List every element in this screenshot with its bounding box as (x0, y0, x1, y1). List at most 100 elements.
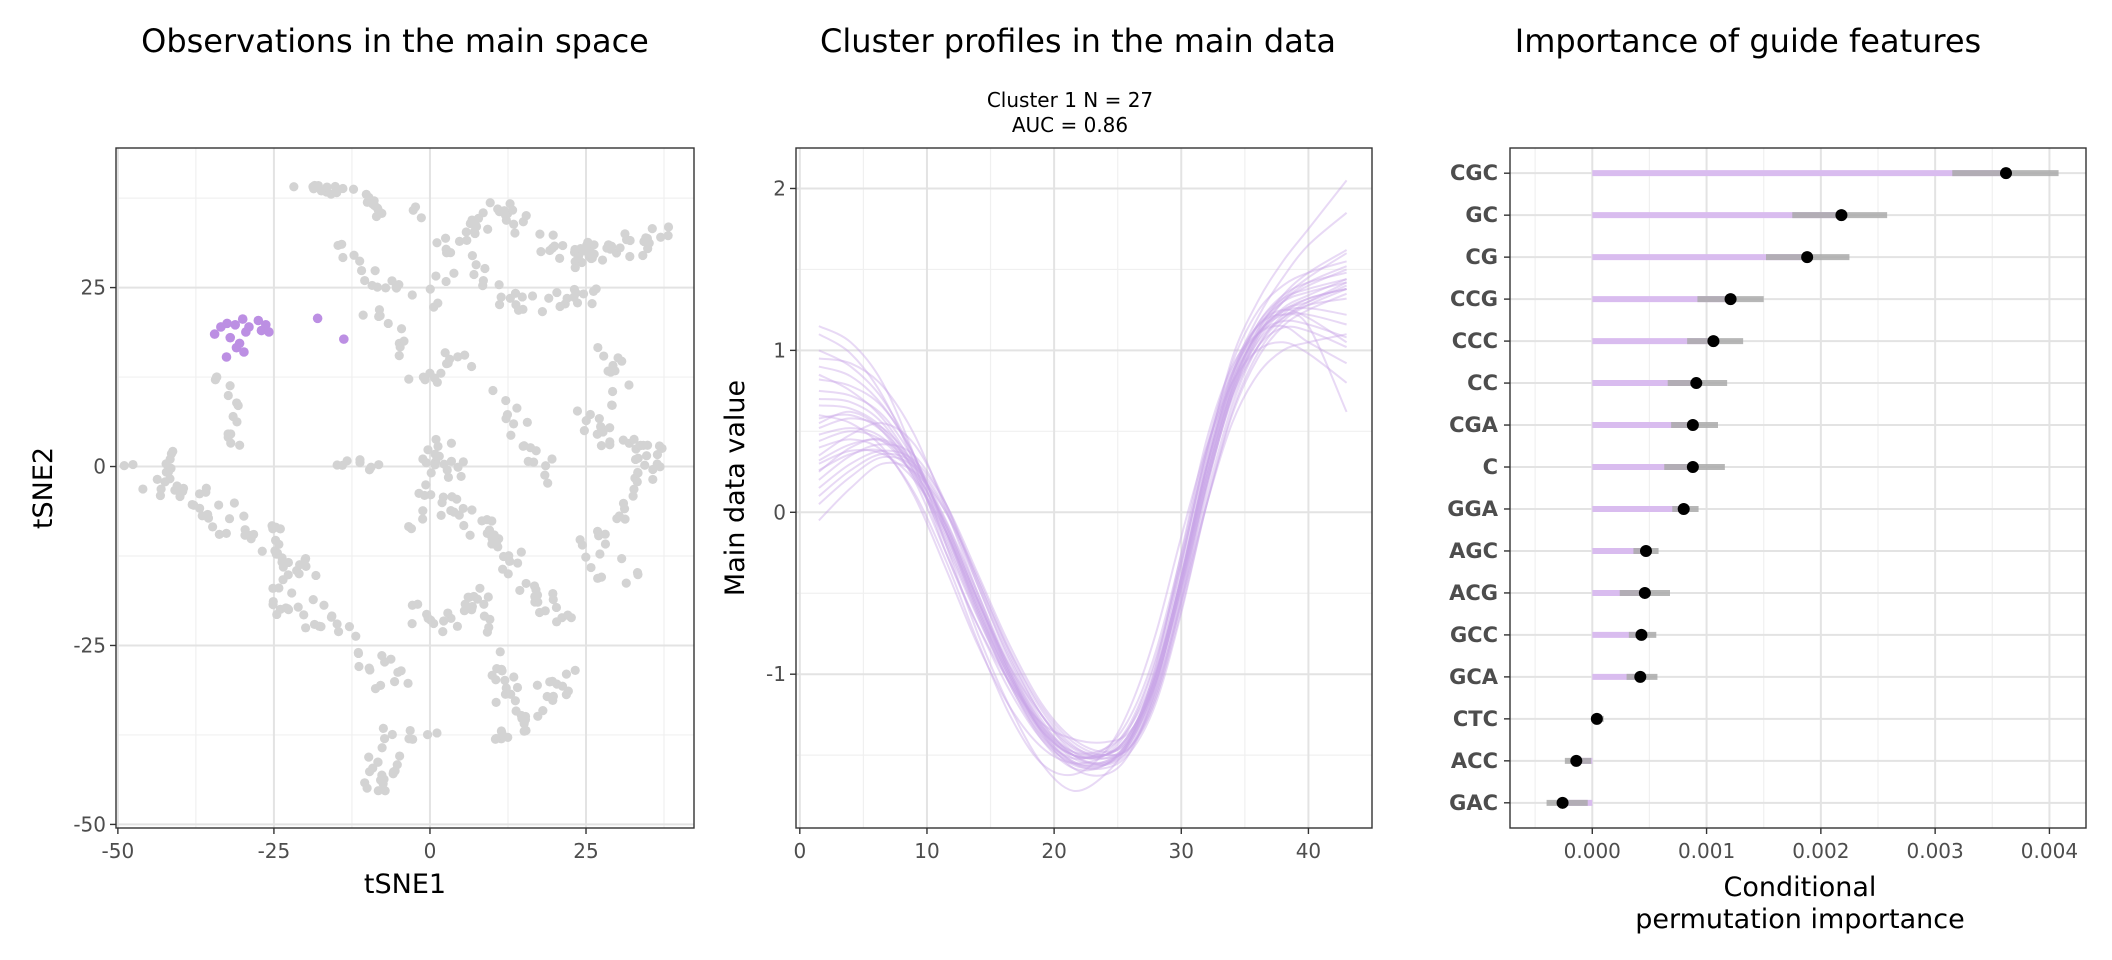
observation-point (156, 484, 166, 494)
observation-point (515, 585, 525, 596)
observation-point (152, 474, 162, 484)
observation-point (332, 460, 342, 470)
observation-point (447, 492, 457, 502)
x-tick-label: 10 (914, 839, 939, 863)
observation-point (431, 271, 441, 281)
observation-point (195, 503, 205, 513)
scatter-x-ticks: -50 -25 0 25 (102, 828, 599, 863)
observation-point (388, 767, 399, 777)
observation-point (575, 535, 585, 545)
observation-point (487, 516, 497, 526)
observation-point (226, 438, 236, 448)
observation-point (223, 390, 233, 401)
observation-point (379, 734, 390, 744)
observation-point (505, 199, 515, 209)
observation-point (600, 539, 611, 549)
observation-point (429, 302, 439, 312)
profiles-subtitle-line-1: Cluster 1 N = 27 (987, 88, 1153, 112)
profiles-lines (818, 179, 1348, 793)
observation-point (591, 284, 601, 294)
observation-point (393, 667, 403, 677)
observation-point (395, 342, 405, 352)
feature-label: CGA (1449, 413, 1499, 437)
observation-point (466, 361, 477, 372)
observation-point (461, 227, 471, 237)
observation-point (452, 621, 463, 631)
observation-point (638, 250, 648, 261)
x-tick-label: 0.004 (2021, 839, 2078, 863)
profile-line (818, 284, 1347, 777)
importance-point (1634, 670, 1647, 683)
profile-line (818, 278, 1347, 770)
observation-point (548, 695, 558, 706)
scatter-x-axis-title: tSNE1 (364, 869, 446, 900)
scatter-title: Observations in the main space (141, 22, 649, 60)
observation-point (277, 557, 287, 567)
observation-point (349, 250, 359, 260)
observation-point (314, 621, 324, 631)
observation-point (506, 430, 516, 440)
observation-point (214, 500, 224, 510)
cluster-point (221, 352, 232, 362)
importance-point (1707, 335, 1720, 348)
observation-point (629, 434, 639, 444)
observation-point (603, 240, 614, 250)
observation-point (513, 305, 524, 315)
observation-point (223, 429, 233, 439)
observation-point (603, 366, 613, 376)
observation-point (381, 283, 391, 293)
observation-point (119, 461, 129, 471)
observation-point (492, 664, 502, 674)
observation-point (506, 689, 516, 699)
observation-point (593, 342, 603, 353)
observation-point (441, 276, 451, 287)
observation-point (235, 440, 245, 450)
observation-point (383, 318, 393, 329)
observation-point (423, 613, 433, 624)
observation-point (532, 680, 542, 690)
observation-point (465, 530, 475, 540)
observation-point (617, 356, 627, 366)
observation-point (407, 618, 417, 629)
observation-point (373, 786, 383, 796)
observation-point (648, 474, 658, 485)
observation-point (495, 647, 505, 657)
profile-line (818, 324, 1348, 793)
observation-point (278, 575, 288, 585)
importance-plot-background (1510, 148, 2086, 828)
profile-line (818, 341, 1348, 777)
observation-point (516, 547, 526, 557)
observation-point (663, 231, 673, 241)
observation-point (187, 499, 197, 510)
observation-point (579, 426, 589, 436)
observation-point (636, 440, 646, 450)
observation-point (561, 690, 571, 700)
observation-point (377, 651, 387, 661)
observation-point (479, 611, 490, 621)
observation-point (516, 710, 526, 721)
observation-point (467, 505, 477, 515)
observation-point (354, 661, 364, 672)
observation-point (443, 472, 454, 483)
observation-point (617, 554, 627, 564)
x-tick-label: 20 (1041, 839, 1066, 863)
observation-point (614, 511, 624, 521)
x-tick-label: 0.001 (1678, 839, 1735, 863)
cluster-point (312, 313, 323, 324)
observation-point (494, 207, 505, 217)
observation-point (521, 578, 531, 589)
observation-point (462, 235, 472, 245)
x-tick-label: -50 (102, 839, 135, 863)
observation-point (543, 478, 553, 488)
observation-point (358, 310, 368, 320)
observation-point (587, 251, 598, 261)
observation-point (370, 201, 380, 211)
observation-point (348, 184, 359, 194)
importance-point (1638, 586, 1651, 599)
observation-point (392, 760, 402, 770)
observation-point (478, 208, 488, 218)
observation-point (454, 510, 464, 520)
observation-point (639, 236, 649, 247)
observation-point (555, 253, 565, 263)
